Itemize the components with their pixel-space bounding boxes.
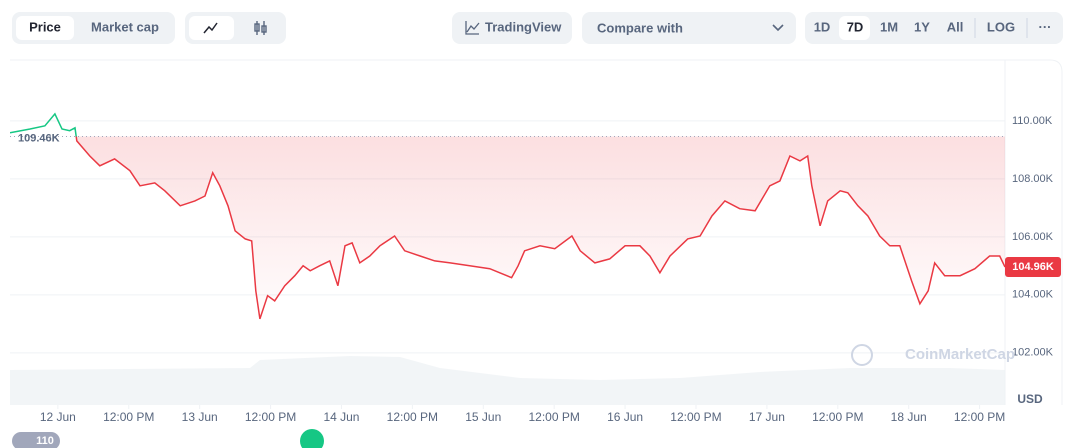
range-button[interactable]: 1M	[880, 19, 898, 34]
last-price-badge	[1005, 257, 1061, 277]
compare-label[interactable]: Compare with	[597, 20, 683, 35]
compare-select[interactable]	[582, 12, 796, 44]
x-tick-label: 17 Jun	[749, 410, 785, 424]
line-icon	[203, 22, 218, 34]
range-button[interactable]: 7D	[847, 19, 864, 34]
range-button[interactable]: 1Y	[914, 19, 930, 34]
x-tick-label: 12 Jun	[40, 410, 76, 424]
y-tick-label: 106.00K	[1012, 231, 1054, 243]
range-button[interactable]: All	[947, 19, 964, 34]
price-tab-label[interactable]: Price	[29, 19, 61, 34]
x-tick-label: 12:00 PM	[387, 410, 438, 424]
y-tick-label: 108.00K	[1012, 173, 1054, 185]
badge-label[interactable]: 110	[36, 435, 54, 447]
log-button[interactable]: LOG	[987, 19, 1015, 34]
y-unit: USD	[1017, 392, 1043, 406]
market-cap-tab[interactable]: Market cap	[91, 19, 159, 34]
tv-icon	[465, 21, 480, 35]
chevron	[772, 24, 784, 32]
price-line	[75, 136, 1005, 320]
y-tick-label: 110.00K	[1012, 115, 1053, 127]
reference-label: 109.46K	[18, 132, 60, 144]
volume-area	[10, 356, 1005, 405]
badge[interactable]	[12, 432, 60, 448]
x-tick-label: 12:00 PM	[670, 410, 721, 424]
tradingview-label[interactable]: TradingView	[485, 19, 562, 34]
x-tick-label: 12:00 PM	[245, 410, 296, 424]
x-tick-label: 13 Jun	[182, 410, 218, 424]
x-tick-label: 12:00 PM	[528, 410, 579, 424]
price-tab[interactable]	[16, 16, 74, 40]
x-tick-label: 16 Jun	[607, 410, 643, 424]
watermark-logo	[851, 344, 873, 366]
watermark: CoinMarketCap	[905, 346, 1015, 363]
candle-icon[interactable]	[254, 21, 267, 35]
area-fill	[10, 136, 1005, 319]
tradingview-button[interactable]	[452, 12, 572, 44]
x-tick-label: 15 Jun	[465, 410, 501, 424]
y-tick-label: 102.00K	[1012, 347, 1054, 359]
toolbar: Price Market cap TradingView Compare wit…	[12, 12, 1063, 44]
last-price-label: 104.96K	[1012, 261, 1054, 273]
x-tick-label: 12:00 PM	[812, 410, 863, 424]
x-tick-label: 18 Jun	[891, 410, 927, 424]
range-active	[839, 16, 870, 40]
news-marker[interactable]	[300, 429, 324, 448]
line-style[interactable]	[189, 16, 234, 40]
more-button[interactable]: ···	[1039, 19, 1052, 34]
x-tick-label: 12:00 PM	[954, 410, 1005, 424]
x-tick-label: 14 Jun	[323, 410, 359, 424]
x-tick-label: 12:00 PM	[103, 410, 154, 424]
range-button[interactable]: 1D	[814, 19, 831, 34]
y-tick-label: 104.00K	[1012, 289, 1054, 301]
axis-frame	[1005, 59, 1063, 405]
